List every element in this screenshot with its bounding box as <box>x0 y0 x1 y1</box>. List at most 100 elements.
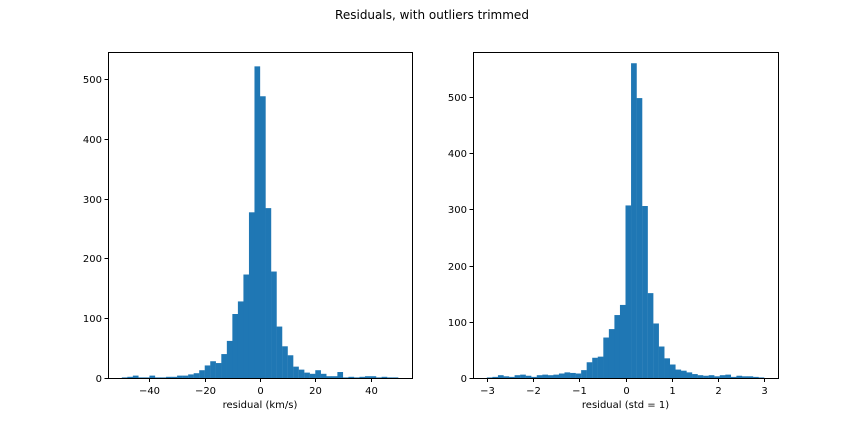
ytick-label-right-0: 0 <box>461 374 467 385</box>
bar-left-5 <box>149 375 156 378</box>
bar-right-39 <box>703 375 709 378</box>
xtick-label-right-1: −2 <box>526 386 541 397</box>
bar-right-21 <box>603 337 610 378</box>
bar-left-18 <box>221 354 227 378</box>
bar-right-45 <box>736 375 743 378</box>
bar-right-44 <box>730 376 737 378</box>
bar-right-15 <box>570 372 576 378</box>
bar-left-36 <box>320 373 327 378</box>
bar-right-8 <box>531 376 537 378</box>
bar-right-34 <box>675 369 682 378</box>
bar-left-42 <box>353 377 360 378</box>
bar-right-23 <box>614 315 621 378</box>
ytick-label-left-2: 200 <box>83 254 102 265</box>
bar-right-3 <box>503 376 510 378</box>
xtick-label-right-0: −3 <box>480 386 495 397</box>
bar-left-49 <box>392 377 399 378</box>
bar-right-4 <box>509 376 515 378</box>
bar-right-38 <box>697 375 704 378</box>
bar-right-22 <box>608 329 615 378</box>
bar-right-24 <box>619 304 626 378</box>
bar-left-30 <box>287 355 294 378</box>
bar-right-41 <box>714 376 720 378</box>
bar-right-40 <box>708 375 715 378</box>
bar-left-6 <box>154 377 161 378</box>
bar-right-43 <box>725 374 732 378</box>
bar-right-7 <box>525 375 532 378</box>
xtick-label-right-4: 1 <box>669 386 675 397</box>
bar-left-46 <box>376 377 382 378</box>
bar-left-8 <box>166 376 172 378</box>
bar-left-25 <box>260 96 266 378</box>
bar-right-16 <box>575 373 582 378</box>
bar-left-4 <box>143 377 150 378</box>
bar-right-27 <box>636 98 643 378</box>
bar-left-9 <box>171 376 178 378</box>
bar-right-25 <box>625 205 632 378</box>
xtick-label-left-2: 0 <box>257 386 263 397</box>
ytick-label-right-5: 500 <box>448 93 467 104</box>
ytick-label-left-3: 300 <box>83 195 102 206</box>
bar-right-18 <box>586 362 593 378</box>
bar-left-11 <box>182 375 189 378</box>
bar-left-47 <box>381 376 388 378</box>
ytick-label-left-5: 500 <box>83 75 102 86</box>
bar-right-30 <box>653 323 659 378</box>
bar-left-40 <box>342 377 349 378</box>
xtick-label-left-4: 40 <box>365 386 378 397</box>
histogram-right: −3 −2 −1 0 1 2 3 0 100 200 300 400 500 residual (std … <box>448 52 779 411</box>
ytick-label-left-1: 100 <box>83 314 102 325</box>
bar-left-39 <box>337 372 344 378</box>
bar-right-10 <box>542 374 549 378</box>
bar-right-2 <box>497 375 504 378</box>
bar-left-7 <box>160 377 167 378</box>
bar-left-37 <box>326 376 333 378</box>
ytick-label-left-0: 0 <box>96 374 102 385</box>
bar-left-41 <box>348 376 355 378</box>
bar-left-1 <box>127 376 134 378</box>
bar-left-45 <box>370 376 377 378</box>
bar-right-29 <box>647 293 654 378</box>
bar-right-9 <box>536 375 543 378</box>
bar-right-36 <box>686 372 693 378</box>
bar-left-35 <box>315 370 321 378</box>
ytick-label-right-2: 200 <box>448 262 467 273</box>
bar-left-34 <box>309 373 316 378</box>
xtick-label-right-3: 0 <box>623 386 629 397</box>
bar-right-5 <box>514 375 521 378</box>
bar-right-33 <box>669 364 676 378</box>
ytick-label-right-4: 400 <box>448 149 467 160</box>
xtick-label-right-6: 3 <box>761 386 767 397</box>
bar-right-47 <box>747 376 754 378</box>
bar-right-17 <box>581 370 587 378</box>
bar-right-12 <box>553 374 560 378</box>
bar-left-3 <box>138 377 145 378</box>
bar-right-37 <box>692 374 698 378</box>
bar-right-11 <box>547 375 554 378</box>
xtick-label-left-3: 20 <box>309 386 322 397</box>
bar-left-24 <box>254 66 261 379</box>
bar-left-44 <box>365 376 371 378</box>
bar-left-0 <box>121 377 128 378</box>
bar-right-49 <box>758 377 765 378</box>
bar-left-32 <box>298 369 305 378</box>
bar-left-14 <box>199 370 205 378</box>
bar-left-29 <box>282 346 288 378</box>
bar-right-35 <box>680 370 687 378</box>
bar-right-1 <box>492 376 499 378</box>
bars-left <box>121 66 399 379</box>
bar-left-23 <box>248 212 255 378</box>
xtick-label-left-1: −20 <box>195 386 216 397</box>
bar-right-46 <box>741 376 748 378</box>
bar-right-26 <box>631 63 637 379</box>
bar-right-28 <box>642 206 648 378</box>
bar-right-31 <box>658 346 665 378</box>
bar-left-20 <box>232 314 239 378</box>
bar-left-28 <box>276 326 283 378</box>
bar-left-48 <box>387 377 393 378</box>
bar-left-31 <box>293 366 299 378</box>
bar-right-6 <box>520 374 526 378</box>
figure-suptitle: Residuals, with outliers trimmed <box>335 8 529 22</box>
